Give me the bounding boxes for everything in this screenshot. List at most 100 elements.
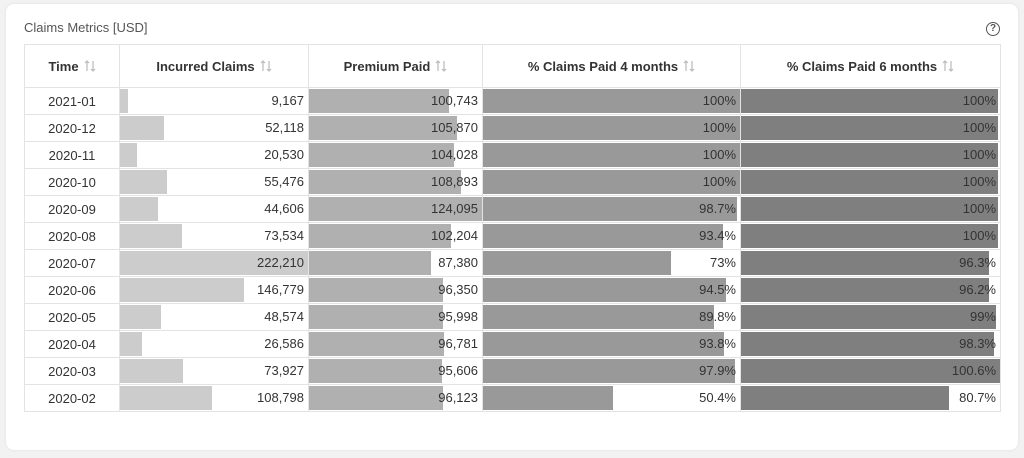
value-bar bbox=[120, 386, 213, 410]
cell-value: 100% bbox=[962, 120, 996, 135]
column-header-label: % Claims Paid 4 months bbox=[527, 58, 679, 74]
value-bar bbox=[120, 197, 158, 221]
claims-paid-4-months-cell: 50.4% bbox=[482, 384, 741, 412]
value-bar bbox=[309, 170, 461, 194]
value-bar bbox=[309, 143, 455, 167]
column-header-label: Premium Paid bbox=[343, 58, 431, 74]
premium-paid-cell: 95,998 bbox=[308, 303, 483, 331]
value-bar bbox=[309, 116, 457, 140]
value-bar bbox=[483, 224, 724, 248]
column-header-incurred-claims[interactable]: Incurred Claims bbox=[119, 44, 309, 88]
value-bar bbox=[741, 170, 999, 194]
column-header-label: Incurred Claims bbox=[156, 58, 255, 74]
cell-value: 146,779 bbox=[257, 282, 304, 297]
cell-value: 52,118 bbox=[265, 120, 304, 135]
value-bar bbox=[120, 332, 143, 356]
claims-paid-4-months-cell: 100% bbox=[482, 168, 741, 196]
incurred-claims-cell: 44,606 bbox=[119, 195, 309, 223]
claims-paid-4-months-cell: 97.9% bbox=[482, 357, 741, 385]
incurred-claims-cell: 52,118 bbox=[119, 114, 309, 142]
time-cell: 2020-02 bbox=[24, 384, 120, 412]
value-bar bbox=[120, 305, 162, 329]
claims-paid-4-months-cell: 93.8% bbox=[482, 330, 741, 358]
question-circle-icon[interactable]: ? bbox=[986, 22, 1000, 36]
value-bar bbox=[483, 251, 671, 275]
table-row[interactable]: 2020-11 20,530 104,028 100% 100% bbox=[24, 141, 1001, 169]
cell-value: 98.7% bbox=[699, 201, 736, 216]
incurred-claims-cell: 73,927 bbox=[119, 357, 309, 385]
cell-value: 222,210 bbox=[257, 255, 304, 270]
cell-value: 87,380 bbox=[438, 255, 478, 270]
value-bar bbox=[120, 89, 128, 113]
value-bar bbox=[741, 251, 989, 275]
time-cell: 2020-09 bbox=[24, 195, 120, 223]
sort-icon[interactable] bbox=[942, 59, 954, 72]
table-row[interactable]: 2020-07 222,210 87,380 73% 96.3% bbox=[24, 249, 1001, 277]
claims-paid-6-months-cell: 80.7% bbox=[740, 384, 1001, 412]
cell-value: 96.3% bbox=[959, 255, 996, 270]
claims-paid-6-months-cell: 96.3% bbox=[740, 249, 1001, 277]
claims-paid-4-months-cell: 100% bbox=[482, 114, 741, 142]
table-row[interactable]: 2020-08 73,534 102,204 93.4% 100% bbox=[24, 222, 1001, 250]
value-bar bbox=[120, 251, 308, 275]
value-bar bbox=[483, 197, 737, 221]
value-bar bbox=[120, 170, 167, 194]
value-bar bbox=[741, 359, 1000, 383]
premium-paid-cell: 96,123 bbox=[308, 384, 483, 412]
value-bar bbox=[309, 332, 444, 356]
cell-value: 108,798 bbox=[257, 390, 304, 405]
incurred-claims-cell: 146,779 bbox=[119, 276, 309, 304]
claims-metrics-card: Claims Metrics [USD] ? Time Incurred Cla… bbox=[6, 4, 1018, 450]
sort-icon[interactable] bbox=[84, 59, 96, 72]
table-row[interactable]: 2020-09 44,606 124,095 98.7% 100% bbox=[24, 195, 1001, 223]
premium-paid-cell: 108,893 bbox=[308, 168, 483, 196]
claims-paid-6-months-cell: 100% bbox=[740, 141, 1001, 169]
sort-icon[interactable] bbox=[683, 59, 695, 72]
premium-paid-cell: 102,204 bbox=[308, 222, 483, 250]
value-bar bbox=[741, 278, 989, 302]
cell-value: 48,574 bbox=[264, 309, 304, 324]
claims-paid-4-months-cell: 73% bbox=[482, 249, 741, 277]
table-row[interactable]: 2020-04 26,586 96,781 93.8% 98.3% bbox=[24, 330, 1001, 358]
value-bar bbox=[309, 305, 443, 329]
incurred-claims-cell: 20,530 bbox=[119, 141, 309, 169]
table-row[interactable]: 2020-02 108,798 96,123 50.4% 80.7% bbox=[24, 384, 1001, 412]
time-cell: 2020-04 bbox=[24, 330, 120, 358]
claims-paid-6-months-cell: 98.3% bbox=[740, 330, 1001, 358]
sort-icon[interactable] bbox=[260, 59, 272, 72]
value-bar bbox=[483, 89, 740, 113]
cell-value: 105,870 bbox=[431, 120, 478, 135]
value-bar bbox=[309, 224, 452, 248]
table-row[interactable]: 2020-05 48,574 95,998 89.8% 99% bbox=[24, 303, 1001, 331]
column-header-premium-paid[interactable]: Premium Paid bbox=[308, 44, 483, 88]
cell-value: 124,095 bbox=[431, 201, 478, 216]
value-bar bbox=[309, 359, 443, 383]
cell-value: 96,123 bbox=[438, 390, 478, 405]
claims-paid-6-months-cell: 100% bbox=[740, 114, 1001, 142]
value-bar bbox=[120, 359, 183, 383]
cell-value: 93.4% bbox=[699, 228, 736, 243]
column-header-claims-paid-4-months[interactable]: % Claims Paid 4 months bbox=[482, 44, 741, 88]
premium-paid-cell: 124,095 bbox=[308, 195, 483, 223]
cell-value: 100% bbox=[962, 174, 996, 189]
value-bar bbox=[309, 197, 482, 221]
value-bar bbox=[741, 116, 999, 140]
table-row[interactable]: 2020-12 52,118 105,870 100% 100% bbox=[24, 114, 1001, 142]
column-header-claims-paid-6-months[interactable]: % Claims Paid 6 months bbox=[740, 44, 1001, 88]
time-cell: 2020-11 bbox=[24, 141, 120, 169]
sort-icon[interactable] bbox=[435, 59, 447, 72]
cell-value: 104,028 bbox=[431, 147, 478, 162]
table-row[interactable]: 2020-06 146,779 96,350 94.5% 96.2% bbox=[24, 276, 1001, 304]
value-bar bbox=[741, 89, 999, 113]
table-row[interactable]: 2020-10 55,476 108,893 100% 100% bbox=[24, 168, 1001, 196]
premium-paid-cell: 96,350 bbox=[308, 276, 483, 304]
cell-value: 100% bbox=[962, 147, 996, 162]
column-header-time[interactable]: Time bbox=[24, 44, 120, 88]
cell-value: 98.3% bbox=[959, 336, 996, 351]
cell-value: 100% bbox=[702, 93, 736, 108]
table-row[interactable]: 2021-01 9,167 100,743 100% 100% bbox=[24, 87, 1001, 115]
table-row[interactable]: 2020-03 73,927 95,606 97.9% 100.6% bbox=[24, 357, 1001, 385]
value-bar bbox=[483, 278, 726, 302]
incurred-claims-cell: 9,167 bbox=[119, 87, 309, 115]
cell-value: 95,998 bbox=[438, 309, 478, 324]
